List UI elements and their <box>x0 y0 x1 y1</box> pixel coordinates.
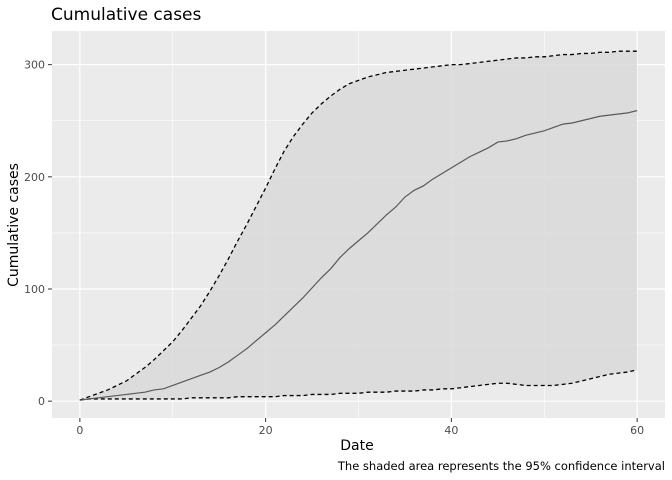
y-tick-label: 0 <box>38 395 45 408</box>
y-tick-label: 200 <box>24 171 45 184</box>
x-axis: 0 20 40 60 <box>76 418 644 437</box>
y-tick-label: 300 <box>24 59 45 72</box>
chart-caption: The shaded area represents the 95% confi… <box>337 459 665 473</box>
lower-bound-line <box>79 369 638 401</box>
x-axis-title: Date <box>340 438 373 454</box>
upper-bound-line <box>79 50 638 401</box>
y-tick-label: 100 <box>24 283 45 296</box>
estimate-line <box>79 110 638 401</box>
y-axis-title: Cumulative cases <box>6 163 22 287</box>
y-axis: 0 100 200 300 <box>24 59 52 408</box>
x-tick-label: 0 <box>76 424 83 437</box>
x-tick-label: 60 <box>630 424 644 437</box>
x-tick-label: 20 <box>259 424 273 437</box>
chart-title: Cumulative cases <box>51 5 202 25</box>
plot-panel <box>52 31 665 418</box>
x-tick-label: 40 <box>444 424 458 437</box>
confidence-band <box>79 51 638 401</box>
